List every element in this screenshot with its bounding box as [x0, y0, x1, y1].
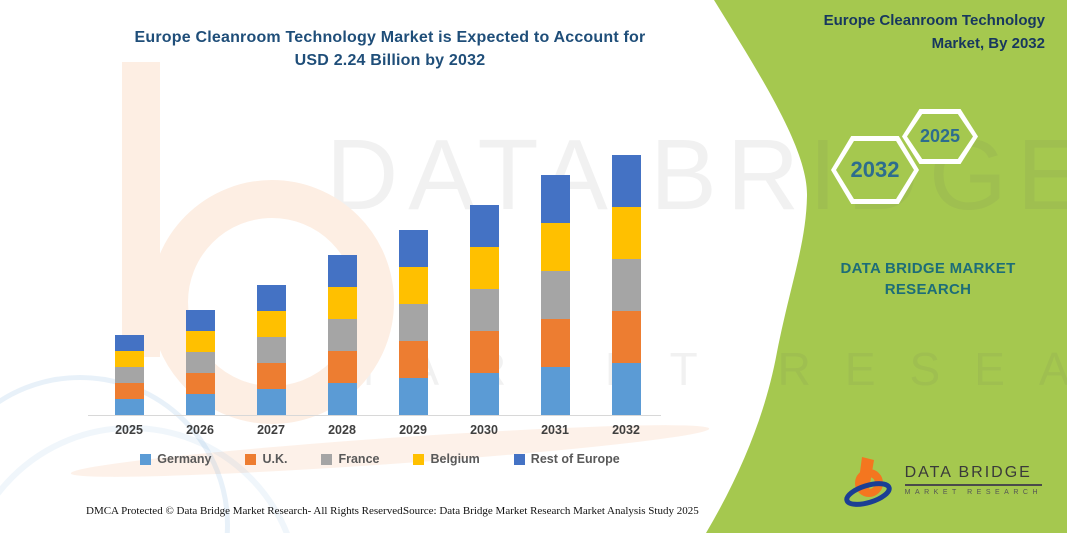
- panel-title: Europe Cleanroom Technology Market, By 2…: [823, 12, 1045, 52]
- x-axis-label-2030: 2030: [470, 423, 498, 437]
- bar-segment-2031-france: [540, 271, 570, 319]
- bar-segment-2029-germany: [398, 378, 428, 415]
- legend-label: Germany: [157, 452, 212, 466]
- hexagon-2025-label: 2025: [907, 114, 973, 159]
- bar-segment-2029-u-k: [398, 341, 428, 378]
- legend-swatch-icon: [321, 453, 333, 465]
- bar-segment-2031-germany: [540, 367, 570, 415]
- bar-segment-2030-u-k: [469, 331, 499, 373]
- legend-item-u-k: U.K.: [245, 452, 287, 466]
- legend-item-rest-of-europe: Rest of Europe: [513, 452, 620, 466]
- x-axis-label-2029: 2029: [399, 423, 427, 437]
- bar-segment-2027-germany: [256, 389, 286, 415]
- bar-segment-2032-belgium: [611, 207, 641, 259]
- chart-title-line1: Europe Cleanroom Technology Market is Ex…: [134, 29, 646, 46]
- bar-segment-2030-france: [469, 289, 499, 331]
- bar-segment-2028-germany: [327, 383, 357, 415]
- data-bridge-logo-icon: [843, 457, 892, 507]
- bar-segment-2027-rest-of-europe: [256, 285, 286, 311]
- bar-segment-2027-france: [256, 337, 286, 363]
- bar-segment-2025-germany: [114, 399, 144, 415]
- bar-segment-2026-germany: [185, 394, 215, 415]
- data-bridge-logo: DATA BRIDGE MARKET RESEARCH: [843, 453, 1042, 507]
- legend-item-germany: Germany: [140, 452, 211, 466]
- bar-segment-2030-rest-of-europe: [469, 205, 499, 247]
- bar-segment-2026-belgium: [185, 331, 215, 352]
- bar-2026: [164, 310, 236, 415]
- source-note: Source: Data Bridge Market Research Mark…: [403, 505, 699, 517]
- bar-segment-2025-france: [114, 367, 144, 383]
- legend-swatch-icon: [140, 453, 152, 465]
- x-axis-label-2027: 2027: [257, 423, 285, 437]
- bar-segment-2026-rest-of-europe: [185, 310, 215, 331]
- bar-segment-2032-germany: [611, 363, 641, 415]
- bar-segment-2030-belgium: [469, 247, 499, 289]
- bar-2032: [590, 155, 662, 415]
- bar-2031: [519, 175, 591, 415]
- legend-item-france: France: [321, 452, 379, 466]
- logo-sub-text: MARKET RESEARCH: [904, 489, 1042, 496]
- hexagon-badge-2032: 2032: [831, 136, 919, 204]
- legend-swatch-icon: [245, 453, 257, 465]
- bar-segment-2028-belgium: [327, 287, 357, 319]
- bar-segment-2026-france: [185, 352, 215, 373]
- legend-label: U.K.: [262, 452, 288, 466]
- bar-2030: [448, 205, 520, 415]
- chart-legend: Germany U.K. France Belgium Rest of Europe: [70, 452, 690, 466]
- legend-swatch-icon: [413, 453, 425, 465]
- bar-segment-2028-france: [327, 319, 357, 351]
- legend-label: Rest of Europe: [530, 452, 620, 466]
- hexagon-badge-2025: 2025: [902, 109, 978, 164]
- bar-segment-2029-belgium: [398, 267, 428, 304]
- x-axis-label-2031: 2031: [541, 423, 569, 437]
- brand-wordmark: DATA BRIDGE MARKET RESEARCH: [840, 260, 1016, 298]
- legend-label: France: [338, 452, 380, 466]
- x-axis-line: [88, 415, 661, 416]
- bar-segment-2025-rest-of-europe: [114, 335, 144, 351]
- bar-segment-2032-rest-of-europe: [611, 155, 641, 207]
- bar-segment-2032-france: [611, 259, 641, 311]
- bar-segment-2029-rest-of-europe: [398, 230, 428, 267]
- x-axis-label-2032: 2032: [612, 423, 640, 437]
- bar-2027: [235, 285, 307, 415]
- chart-title-line2: USD 2.24 Billion by 2032: [294, 52, 486, 70]
- bar-segment-2028-u-k: [327, 351, 357, 383]
- bar-segment-2031-belgium: [540, 223, 570, 271]
- legend-label: Belgium: [430, 452, 480, 466]
- bar-2025: [93, 335, 165, 415]
- x-axis-label-2028: 2028: [328, 423, 356, 437]
- bar-2029: [377, 230, 449, 415]
- bar-segment-2032-u-k: [611, 311, 641, 363]
- bar-segment-2031-rest-of-europe: [540, 175, 570, 223]
- bar-segment-2027-belgium: [256, 311, 286, 337]
- bar-segment-2029-france: [398, 304, 428, 341]
- chart-title: Europe Cleanroom Technology Market is Ex…: [75, 26, 705, 72]
- dmca-notice: DMCA Protected © Data Bridge Market Rese…: [86, 505, 406, 517]
- bar-segment-2025-u-k: [114, 383, 144, 399]
- bar-2028: [306, 255, 378, 415]
- bar-segment-2031-u-k: [540, 319, 570, 367]
- bar-segment-2026-u-k: [185, 373, 215, 394]
- legend-swatch-icon: [513, 453, 525, 465]
- bar-segment-2028-rest-of-europe: [327, 255, 357, 287]
- bar-segment-2027-u-k: [256, 363, 286, 389]
- x-axis-label-2026: 2026: [186, 423, 214, 437]
- x-axis-label-2025: 2025: [115, 423, 143, 437]
- logo-name-text: DATA BRIDGE: [904, 464, 1042, 486]
- bar-segment-2030-germany: [469, 373, 499, 415]
- bar-segment-2025-belgium: [114, 351, 144, 367]
- legend-item-belgium: Belgium: [413, 452, 480, 466]
- hexagon-2032-label: 2032: [836, 141, 914, 199]
